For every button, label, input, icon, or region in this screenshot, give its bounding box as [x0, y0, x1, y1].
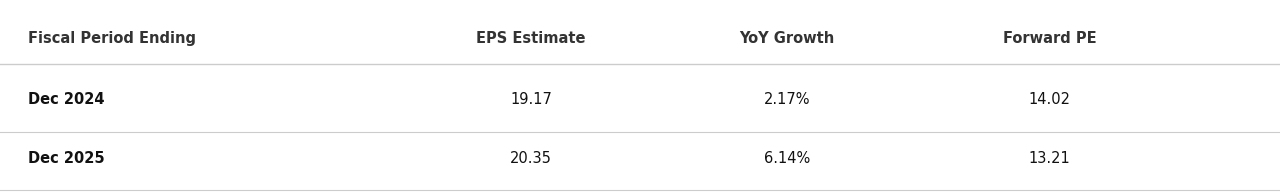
- Text: Forward PE: Forward PE: [1002, 31, 1097, 46]
- Text: 6.14%: 6.14%: [764, 151, 810, 166]
- Text: 19.17: 19.17: [511, 92, 552, 107]
- Text: 13.21: 13.21: [1029, 151, 1070, 166]
- Text: Dec 2025: Dec 2025: [28, 151, 105, 166]
- Text: 2.17%: 2.17%: [764, 92, 810, 107]
- Text: 14.02: 14.02: [1029, 92, 1070, 107]
- Text: Dec 2024: Dec 2024: [28, 92, 105, 107]
- Text: Fiscal Period Ending: Fiscal Period Ending: [28, 31, 196, 46]
- Text: 20.35: 20.35: [511, 151, 552, 166]
- Text: EPS Estimate: EPS Estimate: [476, 31, 586, 46]
- Text: YoY Growth: YoY Growth: [740, 31, 835, 46]
